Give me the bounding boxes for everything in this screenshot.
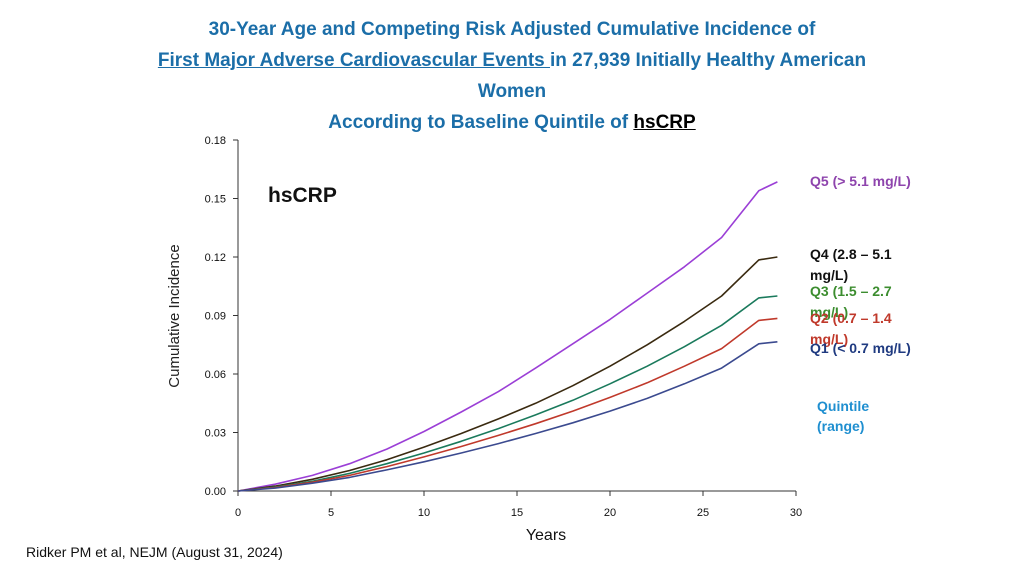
x-axis-label: Years — [525, 527, 567, 544]
title-underlined-phrase: First Major Adverse Cardiovascular Event… — [157, 50, 550, 71]
slide-title: 30-Year Age and Competing Risk Adjusted … — [0, 14, 1024, 138]
y-tick-label: 0.12 — [205, 252, 226, 264]
series-line-q4 — [237, 256, 778, 492]
title-line-3: Women — [477, 81, 547, 102]
legend-q5: Q5 (> 5.1 mg/L) — [810, 173, 911, 189]
y-tick-label: 0.03 — [205, 428, 226, 440]
series-line-q1 — [237, 341, 778, 492]
legend-q2: Q2 (0.7 – 1.4 mg/L) — [810, 310, 892, 347]
x-tick-label: 20 — [604, 507, 616, 519]
series-line-q2 — [237, 317, 778, 492]
x-tick-label: 25 — [697, 507, 709, 519]
inplot-annotation: hsCRP — [268, 184, 337, 207]
x-tick-label: 15 — [511, 507, 523, 519]
citation: Ridker PM et al, NEJM (August 31, 2024) — [26, 544, 283, 560]
title-line-4: According to Baseline Quintile of hsCRP — [0, 107, 1024, 138]
y-tick-label: 0.00 — [205, 486, 226, 498]
x-tick-label: 5 — [328, 507, 334, 519]
y-tick-label: 0.06 — [205, 369, 226, 381]
y-axis-label: Cumulative Incidence — [166, 244, 183, 388]
x-tick-label: 0 — [235, 507, 241, 519]
chart-series — [237, 181, 778, 492]
series-line-q5 — [237, 181, 778, 492]
y-tick-label: 0.09 — [205, 311, 226, 323]
legend-q1: Q1 (< 0.7 mg/L) — [810, 340, 911, 356]
legend-q4: Q4 (2.8 – 5.1 mg/L) — [810, 246, 892, 283]
series-line-q3 — [237, 295, 778, 492]
title-line-2: First Major Adverse Cardiovascular Event… — [0, 45, 1024, 76]
title-line-1: 30-Year Age and Competing Risk Adjusted … — [208, 19, 816, 40]
chart-axes: 0 5 10 15 20 25 30 0.00 0.03 0.06 0.09 0.12 0.15 0.18 — [205, 135, 803, 519]
y-tick-label: 0.18 — [205, 135, 226, 147]
x-tick-label: 10 — [418, 507, 430, 519]
legend-title: Quintile (range) — [817, 398, 870, 434]
title-hscrp-term: hsCRP — [633, 112, 696, 133]
legend-q3: Q3 (1.5 – 2.7 mg/L) — [810, 283, 892, 320]
y-tick-label: 0.15 — [205, 194, 226, 206]
title-line-4-prefix: According to Baseline Quintile of — [328, 112, 634, 133]
title-line-2-rest: in 27,939 Initially Healthy American — [550, 50, 867, 71]
x-tick-label: 30 — [790, 507, 802, 519]
